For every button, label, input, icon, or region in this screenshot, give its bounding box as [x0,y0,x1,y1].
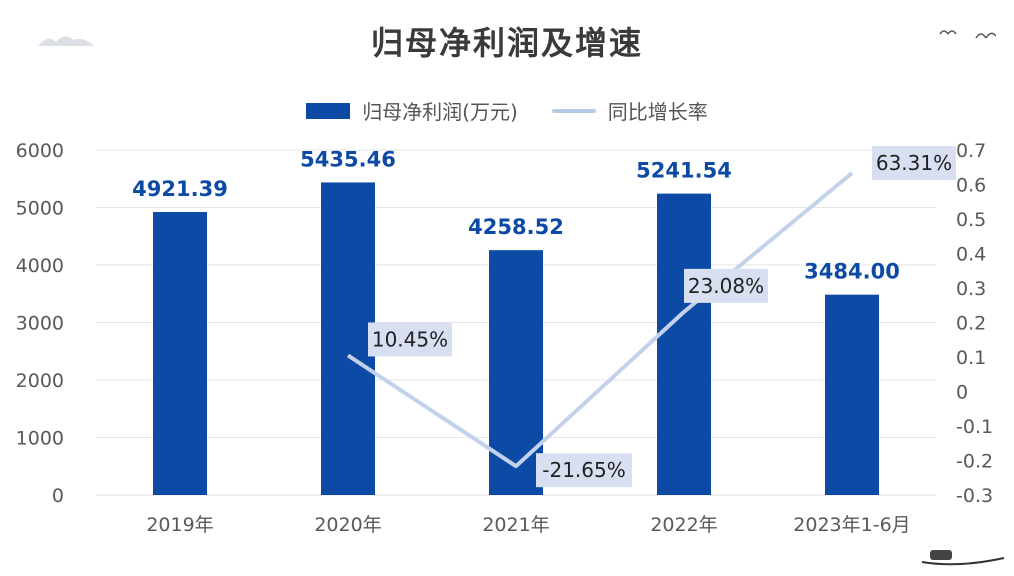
y-right-tick-label: 0.5 [956,209,986,231]
bar-value-label: 4921.39 [132,177,228,201]
y-right-tick-label: 0.7 [956,140,986,162]
growth-label-box [536,453,632,488]
legend-label-growth: 同比增长率 [607,100,708,124]
bar [657,193,711,495]
legend-swatch-bar [306,102,351,119]
y-left-tick-label: 0 [52,485,64,507]
bar [825,294,879,495]
x-tick-label: 2022年 [650,514,717,536]
y-left-tick-label: 2000 [16,370,64,392]
y-right-tick-label: -0.1 [956,416,993,438]
legend-item-net-profit: 归母净利润(万元) [306,96,518,125]
legend-label-net-profit: 归母净利润(万元) [362,100,518,124]
y-left-tick-label: 6000 [16,140,64,162]
bar-value-label: 5241.54 [636,159,732,183]
boat-decoration-icon [921,550,1005,566]
bar-value-label: 4258.52 [468,215,564,239]
bar-value-label: 5435.46 [300,147,396,171]
growth-value-label: -21.65% [542,458,625,482]
growth-value-label: 63.31% [876,151,952,175]
growth-label-box [684,268,768,303]
y-right-tick-label: 0.3 [956,278,986,300]
y-right-tick-label: 0.1 [956,347,986,369]
y-left-tick-label: 4000 [16,255,64,277]
y-left-tick-label: 1000 [16,428,64,450]
chart-title: 归母净利润及增速 [370,24,643,62]
y-left-tick-label: 3000 [16,313,64,335]
y-left-tick-label: 5000 [16,198,64,220]
y-right-tick-label: 0.4 [956,244,986,266]
bar [153,212,207,495]
bar [321,182,375,495]
y-right-tick-label: 0.2 [956,313,986,335]
x-tick-label: 2020年 [314,514,381,536]
y-right-tick-label: -0.2 [956,451,993,473]
legend: 归母净利润(万元) 同比增长率 [0,96,1014,125]
bar-value-label: 3484.00 [804,260,900,284]
y-right-tick-label: 0.6 [956,175,986,197]
growth-line [346,171,854,469]
growth-label-box [368,322,452,357]
bar [489,250,543,495]
x-tick-label: 2023年1-6月 [793,514,910,536]
growth-label-box [872,146,956,181]
growth-value-label: 10.45% [372,327,448,351]
y-right-tick-label: -0.3 [956,485,993,507]
birds-decoration-icon [939,30,996,39]
y-right-tick-label: 0 [956,382,968,404]
mountain-decoration-icon [38,36,94,46]
x-tick-label: 2021年 [482,514,549,536]
x-tick-label: 2019年 [146,514,213,536]
legend-swatch-line [551,108,596,113]
legend-item-growth: 同比增长率 [551,96,708,125]
growth-value-label: 23.08% [688,274,764,298]
